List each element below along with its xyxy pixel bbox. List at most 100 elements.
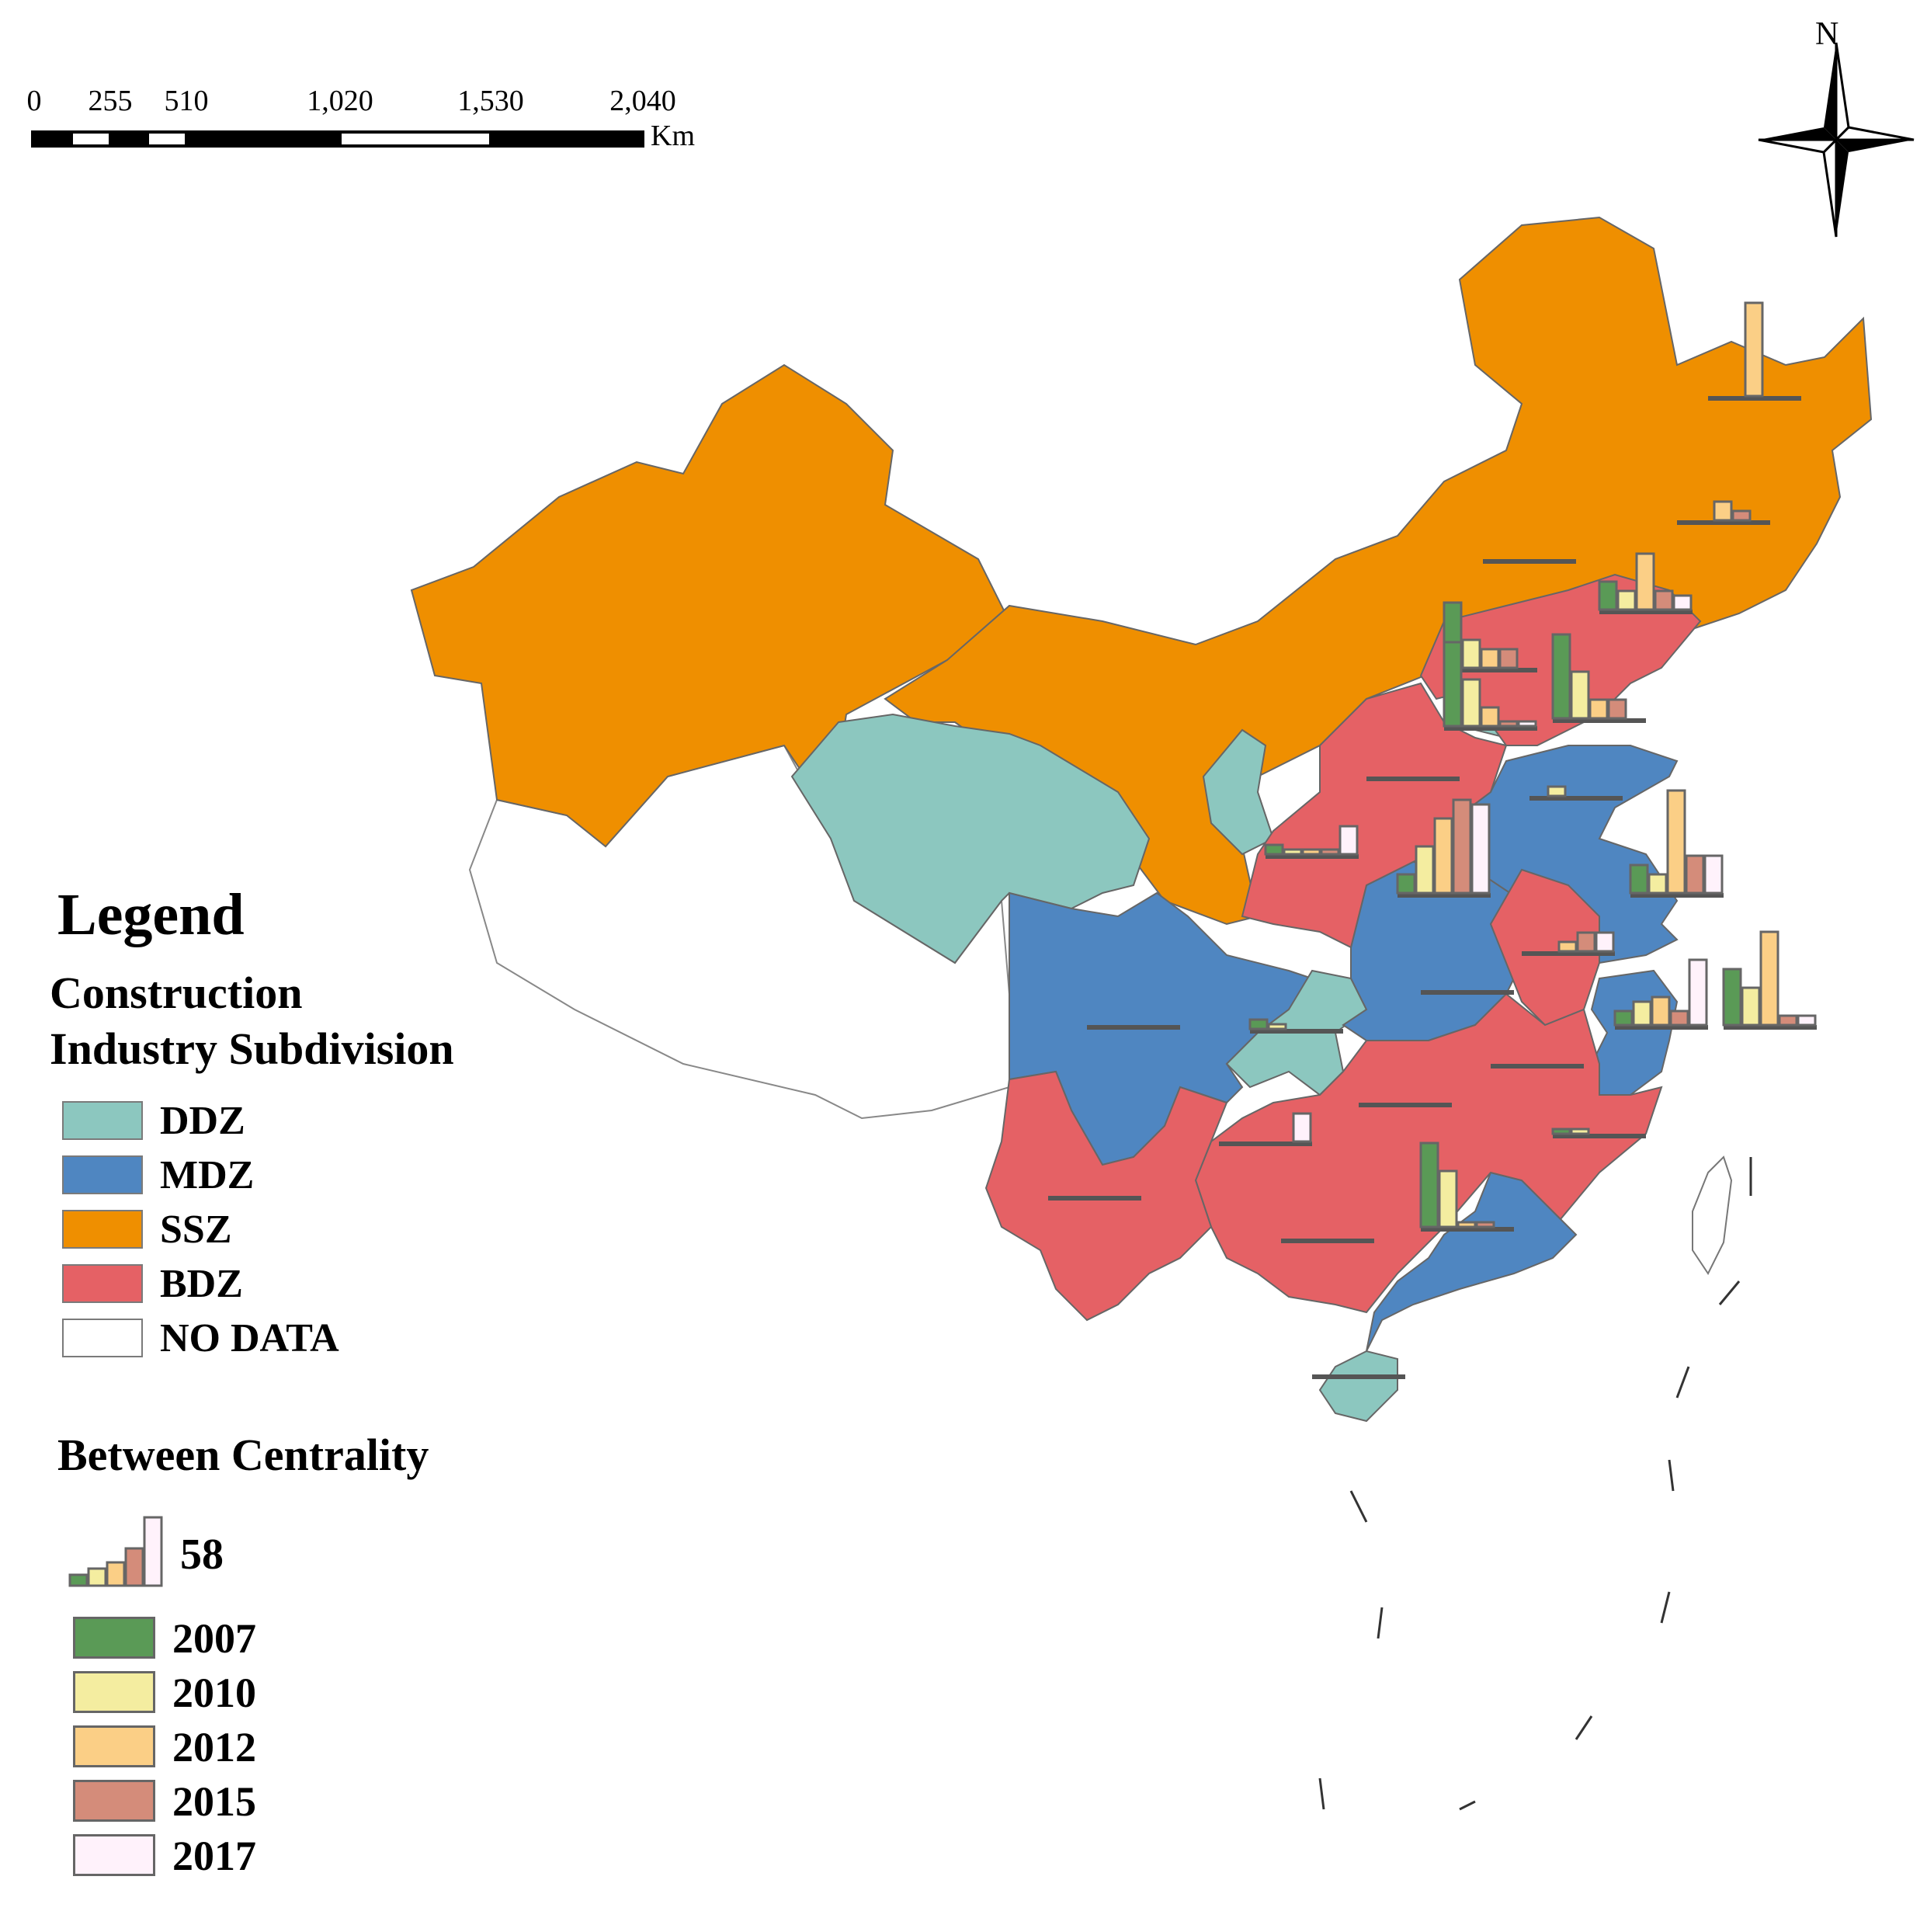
legend-swatch xyxy=(62,1210,143,1249)
region-ddz-hainan xyxy=(1318,1350,1398,1423)
province-bar-chart xyxy=(1048,1196,1141,1201)
scale-bar xyxy=(31,130,644,148)
bar xyxy=(1396,873,1416,895)
bar xyxy=(1778,1014,1798,1027)
north-arrow-icon xyxy=(1757,41,1915,238)
bar xyxy=(1248,1018,1269,1030)
bar xyxy=(1457,1221,1477,1228)
region-mdz-zhejiang xyxy=(1590,969,1679,1096)
bar xyxy=(1301,848,1321,856)
bar xyxy=(1470,803,1491,895)
bar-charts xyxy=(1048,301,1817,1379)
province-bar-chart xyxy=(1396,798,1491,898)
bar xyxy=(1588,698,1609,720)
bar xyxy=(1685,854,1705,895)
bar xyxy=(1433,817,1453,895)
province-bar-chart xyxy=(1248,1018,1343,1034)
bar xyxy=(1576,931,1596,953)
bar xyxy=(1632,1000,1652,1027)
province-bar-chart xyxy=(1629,789,1724,898)
province-bar-chart xyxy=(1219,1112,1312,1146)
bar xyxy=(1264,843,1284,856)
bar xyxy=(1415,845,1435,895)
province-bar-chart xyxy=(1483,559,1576,564)
scale-tick-label: 510 xyxy=(164,85,209,117)
bar xyxy=(1283,848,1303,856)
bar xyxy=(1703,854,1724,895)
province-bar-chart xyxy=(1529,785,1623,801)
bar xyxy=(1595,931,1615,953)
province-bar-chart xyxy=(1359,1103,1452,1107)
year-swatch xyxy=(73,1671,155,1713)
region-mdz-guangdong xyxy=(1366,1171,1578,1352)
scale-tick-label: 1,530 xyxy=(457,85,524,117)
province-bar-chart xyxy=(1491,1064,1584,1069)
province-bar-chart xyxy=(1613,958,1708,1030)
bar xyxy=(1654,589,1674,611)
bar xyxy=(1688,958,1708,1027)
year-label: 2010 xyxy=(172,1670,256,1716)
province-bar-chart xyxy=(1551,633,1646,723)
province-bar-chart xyxy=(1708,301,1801,401)
bar xyxy=(1338,825,1359,856)
region-ddz-qinghai xyxy=(790,713,1151,964)
province-bar-chart xyxy=(1264,825,1359,859)
bar xyxy=(1438,1169,1458,1228)
centrality-reference-value: 58 xyxy=(180,1531,224,1579)
bar xyxy=(1669,1009,1689,1027)
bar xyxy=(1517,720,1537,728)
bar xyxy=(1651,996,1671,1027)
bar xyxy=(1598,580,1618,611)
region-ddz-ningxia xyxy=(1202,728,1275,856)
legend-bar xyxy=(124,1547,144,1587)
bar xyxy=(1635,552,1655,611)
bar xyxy=(1320,848,1340,856)
province-bar-chart xyxy=(1366,777,1460,781)
bar xyxy=(1759,930,1779,1027)
legend-bar xyxy=(143,1516,163,1587)
year-label: 2012 xyxy=(172,1724,256,1770)
bar xyxy=(1267,1023,1287,1030)
bar xyxy=(1744,301,1764,398)
year-swatch xyxy=(73,1780,155,1822)
legend-title: Legend xyxy=(57,882,245,947)
scale-tick-label: 255 xyxy=(88,85,133,117)
bar xyxy=(1498,720,1519,728)
bar xyxy=(1613,1009,1634,1027)
province-bar-chart xyxy=(1522,931,1615,956)
year-label: 2015 xyxy=(172,1778,256,1825)
centrality-legend-icon xyxy=(68,1516,163,1587)
bar xyxy=(1741,986,1761,1027)
bar xyxy=(1570,670,1590,720)
province-bar-chart xyxy=(1312,1374,1405,1379)
bar xyxy=(1498,648,1519,669)
year-label: 2017 xyxy=(172,1833,256,1879)
year-swatch xyxy=(73,1725,155,1767)
province-bar-chart xyxy=(1421,990,1514,995)
bar xyxy=(1461,638,1481,669)
legend-swatch xyxy=(62,1319,143,1357)
bar xyxy=(1551,633,1571,720)
bar xyxy=(1672,594,1693,611)
bar xyxy=(1461,678,1481,728)
year-label: 2007 xyxy=(172,1615,256,1662)
bar xyxy=(1731,509,1752,522)
scale-tick-label: 2,040 xyxy=(609,85,676,117)
centrality-title: Between Centrality xyxy=(57,1430,429,1480)
bar xyxy=(1480,706,1500,728)
bar xyxy=(1570,1128,1590,1135)
province-bar-chart xyxy=(1551,1128,1646,1138)
year-swatch xyxy=(73,1834,155,1876)
bar xyxy=(1797,1014,1817,1027)
scale-tick-label: 1,020 xyxy=(307,85,373,117)
scale-tick-label: 0 xyxy=(26,85,42,117)
bar xyxy=(1713,500,1733,522)
bar xyxy=(1452,798,1472,895)
bar xyxy=(1419,1141,1439,1228)
legend-subtitle-line2: Industry Subdivision xyxy=(50,1023,454,1074)
region-no-data-taiwan xyxy=(1692,1155,1733,1275)
bar xyxy=(1616,589,1637,611)
legend-bar xyxy=(68,1573,89,1587)
province-bar-chart xyxy=(1677,500,1770,525)
bar xyxy=(1557,940,1578,953)
